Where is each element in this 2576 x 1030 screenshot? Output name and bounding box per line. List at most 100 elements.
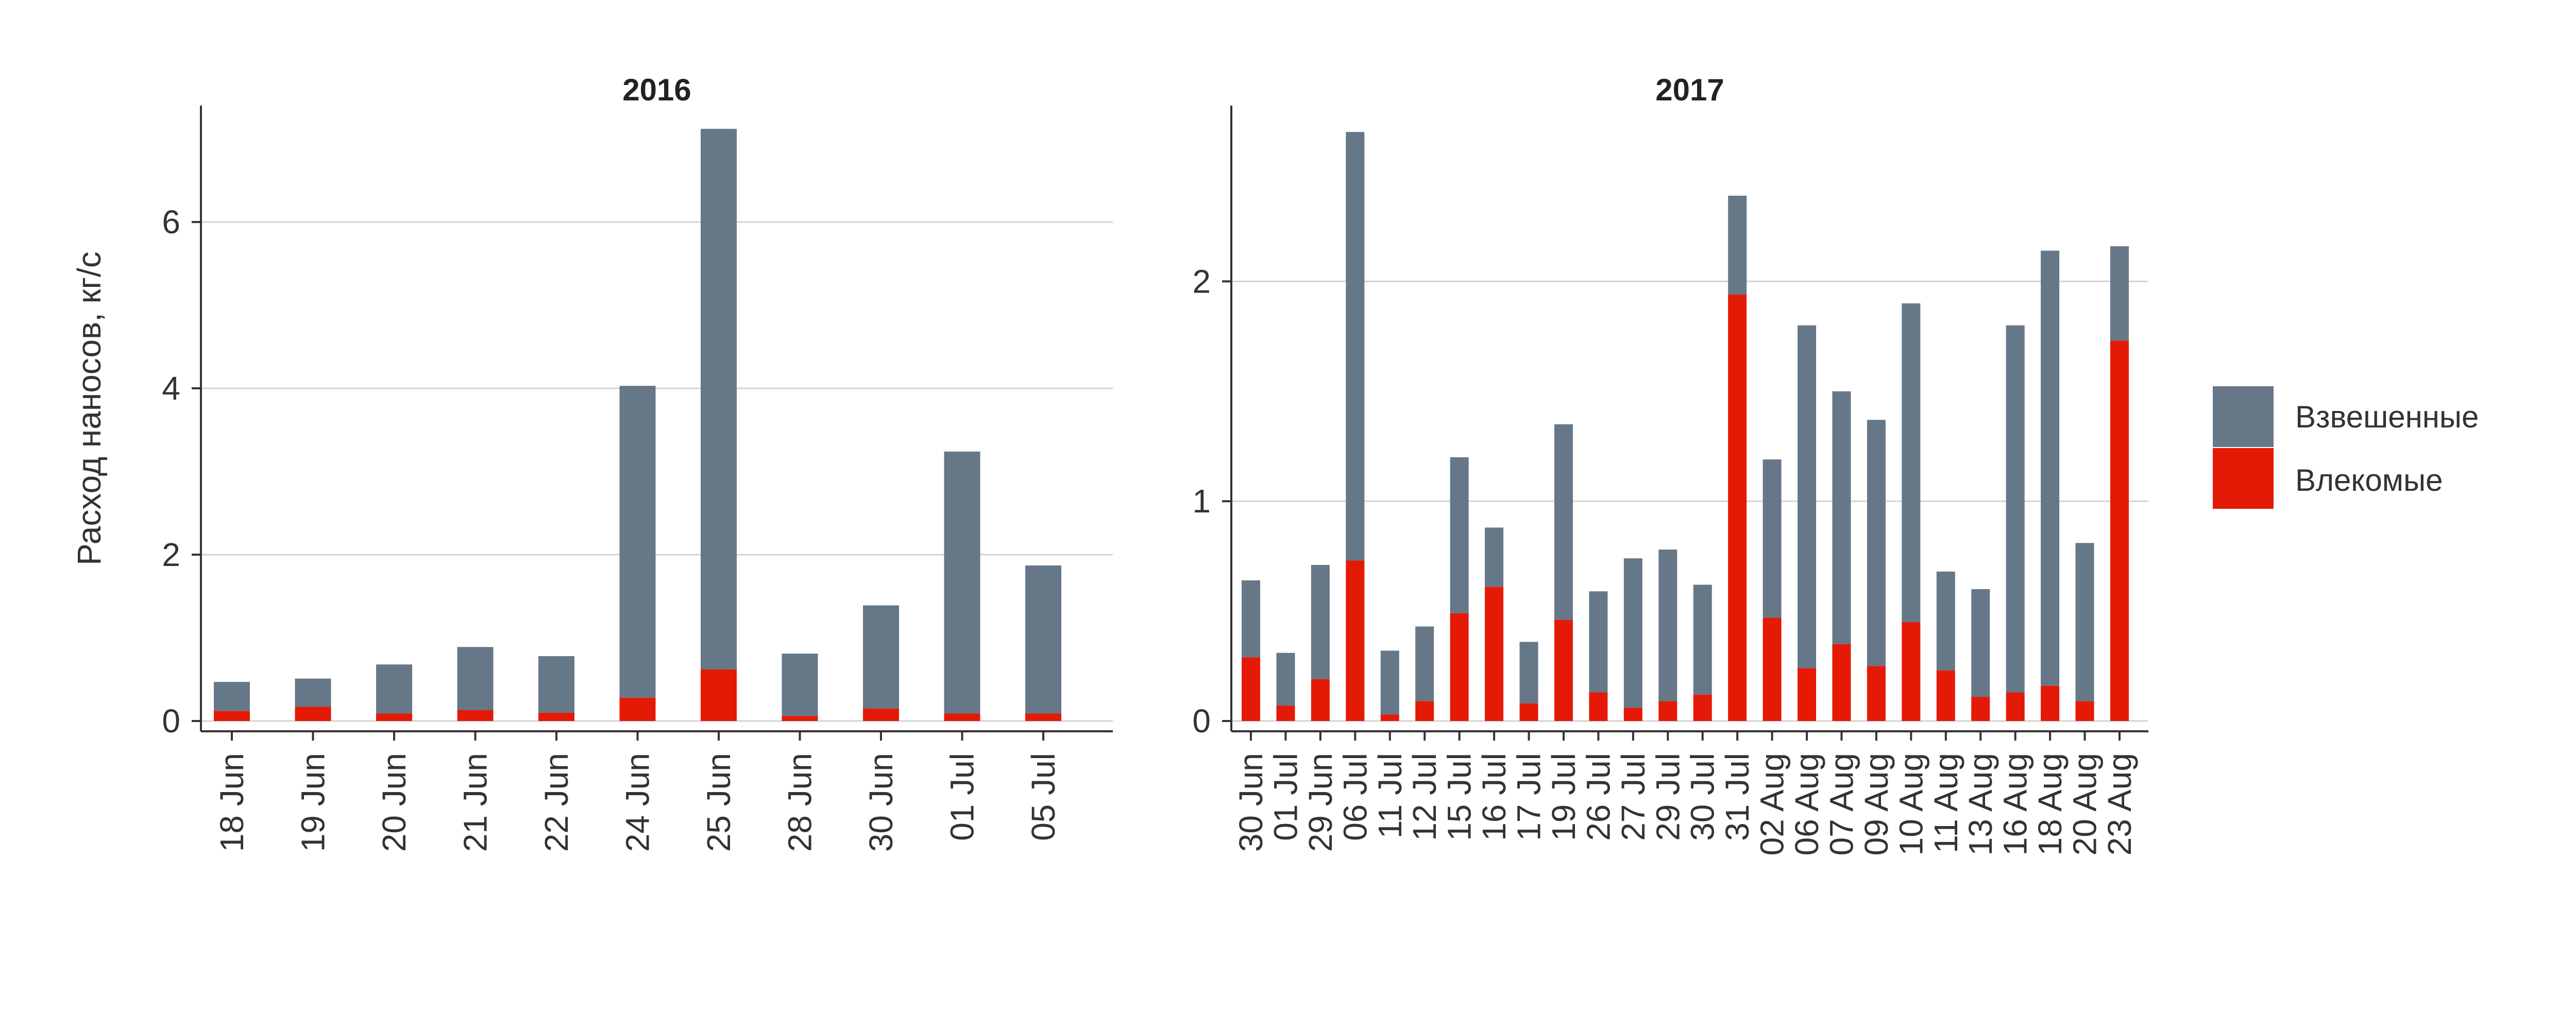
bar-suspended [1485, 527, 1504, 587]
bar-suspended [457, 647, 494, 711]
x-tick-label: 31 Jul [1719, 753, 1756, 841]
bar-bedload [457, 710, 494, 721]
legend: Взвешенные Влекомые [2213, 386, 2479, 509]
bar-bedload [619, 697, 656, 721]
chart-panel-2016: 2016 0 2 4 6 18 Jun 19 Jun 20 Jun 21 Jun 22 Jun… [162, 73, 1113, 852]
bar-bedload [214, 711, 250, 721]
bar-suspended [295, 678, 331, 707]
x-tick-label: 19 Jun [295, 753, 332, 852]
bar-suspended [1589, 591, 1608, 693]
x-tick-label: 22 Jun [538, 753, 575, 852]
x-tick-label: 26 Jul [1580, 753, 1617, 841]
y-ticks: 0 2 4 6 [162, 203, 201, 740]
bar-suspended [2006, 325, 2025, 693]
x-tick-label: 29 Jun [1302, 753, 1339, 852]
bar-bedload [1762, 617, 1782, 721]
bar-suspended [376, 664, 412, 714]
legend-swatch-bedload [2213, 448, 2274, 509]
bar-suspended [1450, 457, 1469, 613]
bar-suspended [214, 682, 250, 711]
legend-swatch-suspended [2213, 386, 2274, 447]
bar-suspended [1867, 420, 1886, 666]
x-tick-label: 29 Jul [1649, 753, 1686, 841]
y-axis-label: Расход наносов, кг/с [71, 251, 108, 565]
bar-suspended [1693, 585, 1712, 695]
x-tick-label: 20 Aug [2066, 753, 2104, 855]
bar-bedload [1971, 697, 1990, 721]
bar-suspended [1311, 564, 1330, 679]
x-tick-label: 24 Jun [619, 753, 656, 852]
x-ticks: 18 Jun 19 Jun 20 Jun 21 Jun 22 Jun 24 Jun 25 J… [213, 731, 1062, 852]
bar-bedload [1589, 692, 1608, 721]
x-tick-label: 17 Jul [1511, 753, 1548, 841]
x-tick-label: 16 Aug [1997, 753, 2034, 855]
bar-suspended [2110, 246, 2129, 341]
x-tick-label: 18 Jun [213, 753, 250, 852]
x-tick-label: 21 Jun [457, 753, 494, 852]
y-tick-label: 0 [162, 702, 180, 740]
bar-bedload [701, 669, 737, 721]
bar-suspended [619, 386, 656, 698]
panel-title: 2016 [622, 73, 691, 107]
bar-suspended [1623, 558, 1642, 708]
bar-bedload [1623, 708, 1642, 721]
y-tick-label: 1 [1192, 483, 1211, 520]
bar-bedload [2110, 340, 2129, 721]
bar-bedload [1025, 713, 1061, 721]
x-tick-label: 19 Jul [1545, 753, 1582, 841]
x-tick-label: 07 Aug [1823, 753, 1860, 855]
x-tick-label: 20 Jun [376, 753, 413, 852]
bar-suspended [1346, 132, 1365, 561]
bar-bedload [1728, 295, 1747, 721]
x-tick-label: 25 Jun [700, 753, 737, 852]
x-tick-label: 02 Aug [1754, 753, 1791, 855]
bar-bedload [1832, 644, 1851, 721]
bar-suspended [538, 656, 574, 713]
x-tick-label: 09 Aug [1858, 753, 1895, 855]
y-tick-label: 0 [1192, 702, 1211, 740]
bar-bedload [2041, 685, 2060, 721]
x-tick-label: 28 Jun [782, 753, 819, 852]
bar-bedload [1936, 670, 1955, 721]
x-tick-label: 11 Aug [1927, 753, 1964, 853]
bar-bedload [1485, 587, 1504, 721]
x-tick-label: 01 Jul [1267, 753, 1304, 841]
bar-bedload [1450, 613, 1469, 721]
x-tick-label: 05 Jul [1025, 753, 1062, 841]
x-tick-label: 18 Aug [2031, 753, 2069, 855]
x-tick-label: 30 Jun [862, 753, 900, 852]
bar-bedload [295, 707, 331, 721]
bar-bedload [863, 708, 899, 721]
bar-bedload [1554, 620, 1573, 721]
bar-suspended [1415, 626, 1434, 701]
axes [200, 106, 1113, 732]
bar-suspended [2075, 543, 2094, 701]
bar-suspended [1936, 571, 1955, 671]
bar-bedload [1902, 622, 1921, 721]
bar-bedload [1519, 703, 1538, 721]
bars [214, 129, 1061, 721]
panel-title: 2017 [1655, 73, 1724, 107]
y-tick-label: 2 [1192, 263, 1211, 300]
x-tick-label: 27 Jul [1615, 753, 1652, 841]
bar-suspended [863, 605, 899, 709]
bar-suspended [1554, 424, 1573, 620]
bar-bedload [782, 716, 818, 721]
x-tick-label: 10 Aug [1892, 753, 1929, 855]
x-tick-label: 13 Aug [1962, 753, 1999, 855]
x-tick-label: 23 Aug [2101, 753, 2138, 855]
bar-suspended [1728, 195, 1747, 295]
bar-suspended [782, 654, 818, 716]
bar-bedload [1276, 706, 1295, 721]
bar-suspended [2041, 250, 2060, 686]
bar-bedload [1380, 714, 1399, 721]
bar-bedload [1693, 694, 1712, 721]
bar-suspended [1832, 391, 1851, 644]
bar-suspended [1025, 565, 1061, 714]
bar-suspended [1971, 589, 1990, 697]
bar-suspended [1276, 653, 1295, 706]
bar-bedload [1311, 679, 1330, 721]
bar-bedload [1658, 701, 1677, 721]
x-tick-label: 06 Aug [1788, 753, 1825, 855]
